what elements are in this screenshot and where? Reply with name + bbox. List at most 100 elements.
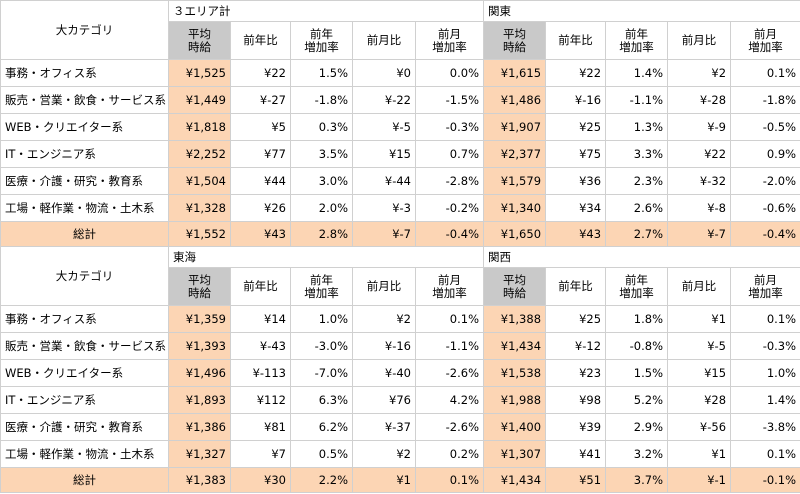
row-category-label: 販売・営業・飲食・サービス系 (0, 332, 169, 360)
cell-mom-rate: -1.1% (414, 332, 485, 360)
cell-mom-rate: -2.6% (414, 359, 485, 387)
column-header-yoy-rate: 前年 増加率 (605, 267, 669, 306)
cell-yoy-rate: 6.2% (290, 413, 353, 441)
cell-mom-rate: 0.7% (414, 140, 485, 168)
cell-mom: ¥-40 (352, 359, 416, 387)
cell-avg: ¥1,386 (168, 413, 231, 441)
cell-yoy-rate: 3.0% (290, 167, 353, 195)
cell-avg: ¥1,504 (168, 167, 231, 195)
total-row: 総計 ¥1,552 ¥43 2.8% ¥-7 -0.4% ¥1,650 ¥43 2.7% ¥-7-… (0, 221, 800, 247)
cell-mom-rate: 0.2% (414, 440, 485, 468)
cell-avg: ¥1,400 (483, 413, 547, 441)
cell-mom: ¥-8 (667, 194, 732, 222)
category-header: 大カテゴリ (0, 246, 169, 306)
cell-avg: ¥1,818 (168, 113, 231, 141)
cell-avg: ¥1,393 (168, 332, 231, 360)
cell-mom-rate: -0.3% (730, 332, 800, 360)
cell-avg: ¥1,525 (168, 59, 231, 87)
cell-yoy-rate: 1.3% (605, 113, 669, 141)
row-category-label: 工場・軽作業・物流・土木系 (0, 194, 169, 222)
total-cell-yoy: ¥51 (545, 467, 607, 493)
cell-avg: ¥1,328 (168, 194, 231, 222)
total-cell-mom-rate: -0.1% (730, 467, 800, 493)
cell-mom-rate: 0.9% (730, 140, 800, 168)
table-row: WEB・クリエイター系 ¥1,818 ¥5 0.3% ¥-5 -0.3% ¥1,907 ¥25… (0, 113, 800, 141)
column-header-avg: 平均 時給 (168, 21, 231, 60)
cell-mom: ¥2 (352, 305, 416, 333)
table-row: 工場・軽作業・物流・土木系 ¥1,328 ¥26 2.0% ¥-3 -0.2% ¥1,340… (0, 194, 800, 222)
cell-yoy: ¥-43 (230, 332, 291, 360)
total-cell-yoy: ¥30 (230, 467, 291, 493)
cell-mom: ¥76 (352, 386, 416, 414)
cell-mom: ¥-3 (352, 194, 416, 222)
column-header-yoy-rate: 前年 増加率 (290, 267, 353, 306)
cell-mom-rate: -1.5% (414, 86, 485, 114)
column-header-yoy: 前年比 (545, 267, 607, 306)
row-category-label: IT・エンジニア系 (0, 386, 169, 414)
region-title-left: ３エリア計 (167, 0, 485, 22)
cell-mom-rate: 0.1% (730, 59, 800, 87)
row-category-label: 事務・オフィス系 (0, 305, 169, 333)
cell-yoy-rate: 0.5% (290, 440, 353, 468)
cell-yoy: ¥77 (230, 140, 291, 168)
region-title-right: 関西 (483, 246, 800, 268)
cell-avg: ¥1,538 (483, 359, 547, 387)
cell-mom: ¥22 (667, 140, 732, 168)
cell-avg: ¥1,907 (483, 113, 547, 141)
cell-yoy-rate: -1.8% (290, 86, 353, 114)
cell-avg: ¥2,252 (168, 140, 231, 168)
total-cell-avg: ¥1,434 (483, 467, 547, 493)
total-cell-avg: ¥1,552 (168, 221, 231, 247)
cell-mom: ¥1 (667, 305, 732, 333)
column-header-mom-rate: 前月 増加率 (414, 267, 485, 306)
cell-mom-rate: 0.1% (730, 440, 800, 468)
row-category-label: 事務・オフィス系 (0, 59, 169, 87)
cell-mom-rate: 1.0% (730, 359, 800, 387)
table-row: 事務・オフィス系 ¥1,525 ¥22 1.5% ¥0 0.0% ¥1,615 ¥22 1.4%… (0, 59, 800, 87)
region-title-right: 関東 (483, 0, 800, 22)
table-row: 販売・営業・飲食・サービス系 ¥1,449 ¥-27 -1.8% ¥-22 -1.5% ¥1… (0, 86, 800, 114)
cell-mom-rate: 0.1% (414, 305, 485, 333)
cell-avg: ¥1,893 (168, 386, 231, 414)
cell-mom: ¥-9 (667, 113, 732, 141)
cell-yoy-rate: 2.6% (605, 194, 669, 222)
cell-yoy-rate: 2.3% (605, 167, 669, 195)
row-category-label: 販売・営業・飲食・サービス系 (0, 86, 169, 114)
cell-yoy: ¥44 (230, 167, 291, 195)
cell-yoy: ¥-27 (230, 86, 291, 114)
cell-yoy-rate: 1.5% (605, 359, 669, 387)
cell-mom: ¥-37 (352, 413, 416, 441)
column-header-avg: 平均 時給 (168, 267, 231, 306)
row-category-label: 工場・軽作業・物流・土木系 (0, 440, 169, 468)
cell-mom-rate: -3.8% (730, 413, 800, 441)
row-category-label: IT・エンジニア系 (0, 140, 169, 168)
total-cell-mom: ¥-7 (667, 221, 732, 247)
column-header-row: 平均 時給 前年比 前年 増加率 前月比 前月 増加率 平均 時給 前年比 前年 増加率 前月比 前月 増加率 (1, 267, 800, 306)
column-header-row: 平均 時給 前年比 前年 増加率 前月比 前月 増加率 平均 時給 前年比 前年 増加率 前月比 前月 増加率 (1, 21, 800, 60)
cell-mom-rate: -2.8% (414, 167, 485, 195)
cell-mom-rate: -2.0% (730, 167, 800, 195)
total-cell-avg: ¥1,383 (168, 467, 231, 493)
cell-yoy-rate: -3.0% (290, 332, 353, 360)
table-row: IT・エンジニア系 ¥2,252 ¥77 3.5% ¥15 0.7% ¥2,377 ¥75 3.… (0, 140, 800, 168)
cell-yoy-rate: 2.0% (290, 194, 353, 222)
cell-yoy: ¥39 (545, 413, 607, 441)
column-header-mom: 前月比 (667, 267, 732, 306)
total-cell-mom-rate: -0.4% (730, 221, 800, 247)
table-row: 販売・営業・飲食・サービス系 ¥1,393 ¥-43 -3.0% ¥-16 -1.1% ¥1… (0, 332, 800, 360)
cell-mom: ¥28 (667, 386, 732, 414)
cell-yoy: ¥112 (230, 386, 291, 414)
cell-mom-rate: 0.1% (730, 305, 800, 333)
cell-avg: ¥1,988 (483, 386, 547, 414)
total-cell-yoy-rate: 2.7% (605, 221, 669, 247)
category-header: 大カテゴリ (0, 0, 169, 60)
row-category-label: 医療・介護・研究・教育系 (0, 167, 169, 195)
cell-mom: ¥2 (352, 440, 416, 468)
total-cell-mom-rate: -0.4% (414, 221, 485, 247)
cell-avg: ¥1,486 (483, 86, 547, 114)
region-title-left: 東海 (167, 246, 485, 268)
cell-avg: ¥2,377 (483, 140, 547, 168)
cell-avg: ¥1,307 (483, 440, 547, 468)
cell-mom: ¥0 (352, 59, 416, 87)
